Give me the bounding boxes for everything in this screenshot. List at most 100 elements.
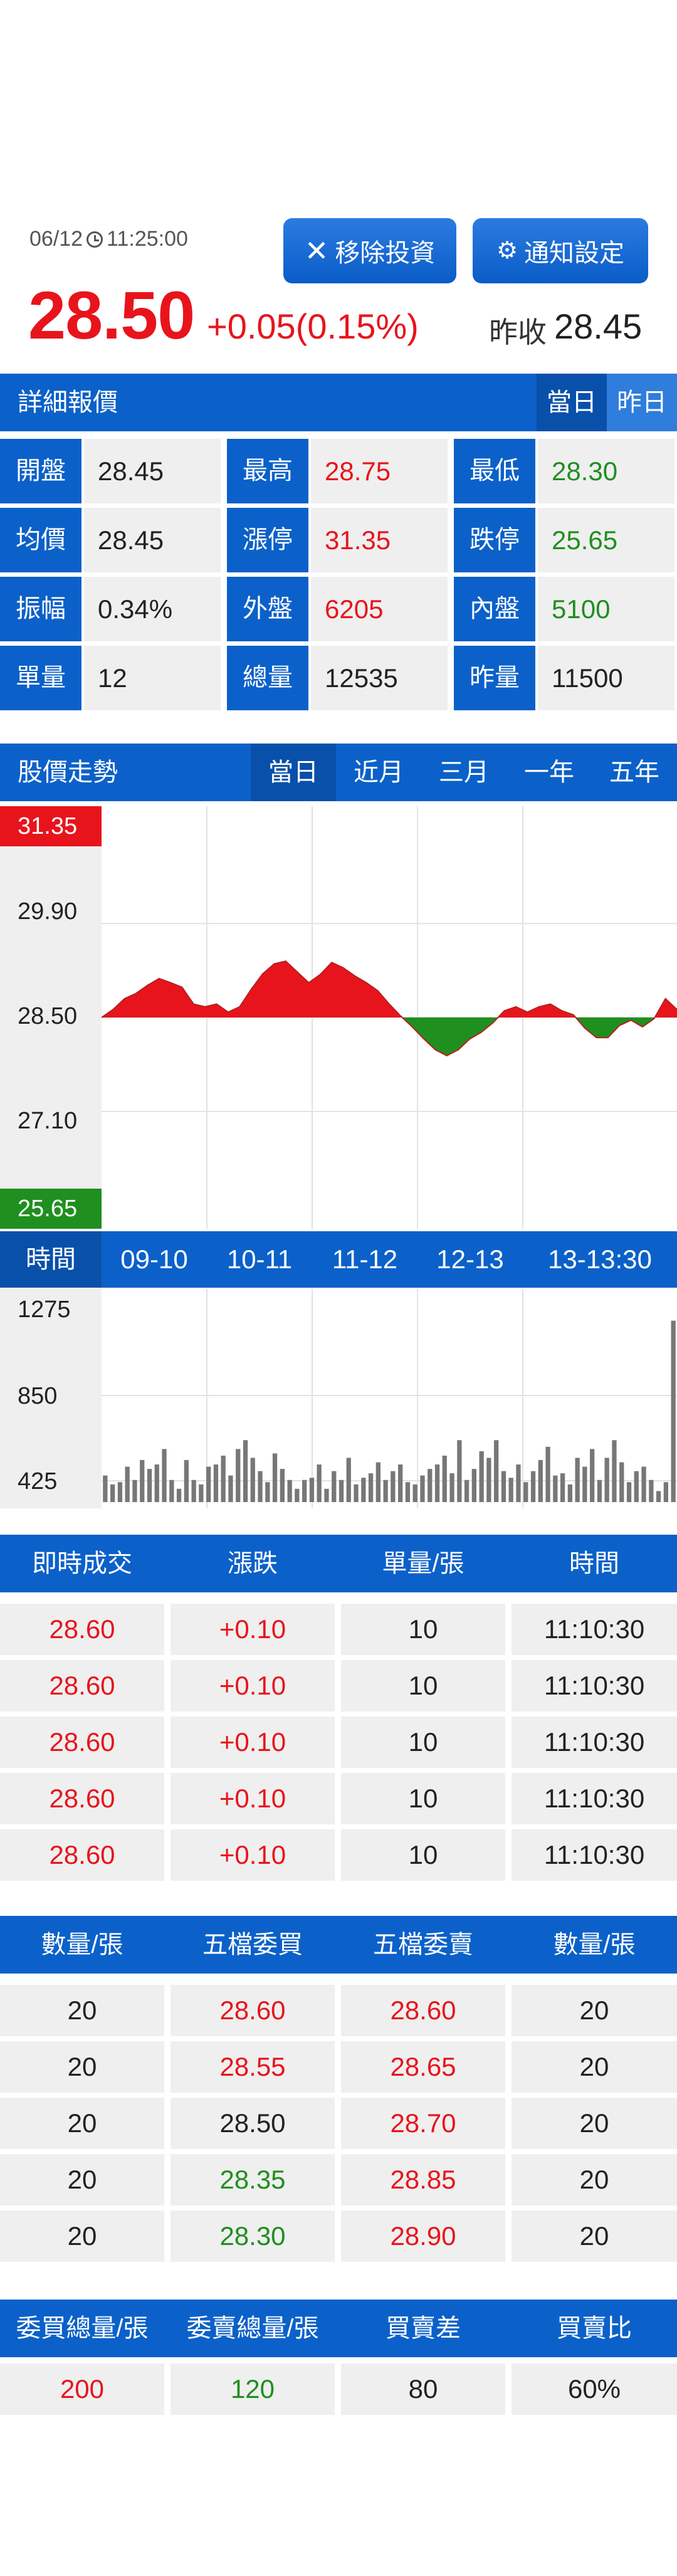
trades-col-header: 單量/張 [382, 1550, 464, 1577]
volume-bar [117, 1482, 123, 1502]
notification-settings-button[interactable]: ⚙ 通知設定 [473, 218, 648, 283]
remove-investment-button[interactable]: ✕ 移除投資 [283, 218, 456, 283]
volume-bar [494, 1440, 499, 1502]
table-cell: 11:10:30 [512, 1604, 677, 1655]
quote-value: 31.35 [311, 508, 448, 572]
tab-trend-today[interactable]: 當日 [251, 744, 336, 801]
volume-bar [361, 1478, 366, 1502]
detail-tabs: 當日 昨日 [537, 374, 677, 431]
price-line [102, 960, 677, 1057]
volume-bar [464, 1480, 470, 1502]
quote-value: 12 [84, 646, 221, 710]
table-cell: +0.10 [171, 1716, 335, 1768]
summary-col-header: 買賣比 [557, 2315, 632, 2342]
volume-bar [590, 1449, 595, 1502]
table-cell: 28.70 [341, 2098, 505, 2149]
tab-trend-3month[interactable]: 三月 [439, 759, 489, 786]
volume-bar [103, 1475, 108, 1502]
quote-label: 外盤 [227, 577, 308, 641]
volume-bar [199, 1484, 204, 1502]
tab-trend-month[interactable]: 近月 [354, 759, 404, 786]
table-cell: 20 [0, 2211, 164, 2262]
volume-bar [671, 1320, 676, 1502]
orderbook-row: 20 28.55 28.65 20 [0, 2041, 677, 2093]
volume-bar [206, 1466, 211, 1502]
gear-icon: ⚙ [496, 238, 518, 264]
table-cell: 10 [341, 1660, 505, 1711]
date-text: 06/12 [29, 227, 83, 251]
table-cell: 20 [0, 2098, 164, 2149]
volume-bar [213, 1464, 219, 1502]
table-cell: 10 [341, 1829, 505, 1881]
volume-y-axis: 1275 850 425 [0, 1289, 102, 1508]
quote-value: 28.30 [538, 439, 674, 503]
volume-bar [272, 1453, 278, 1502]
trade-row: 28.60 +0.10 10 11:10:30 [0, 1660, 677, 1711]
notification-settings-label: 通知設定 [524, 239, 625, 267]
time-axis-bar: 時間 09-10 10-11 11-12 12-13 13-13:30 [0, 1231, 677, 1288]
orderbook-row: 20 28.60 28.60 20 [0, 1985, 677, 2036]
quote-label: 單量 [0, 646, 81, 710]
trades-col-header: 漲跌 [228, 1550, 278, 1577]
volume-bar [501, 1471, 506, 1502]
volume-tick-label: 850 [18, 1383, 58, 1409]
table-cell: 28.60 [0, 1604, 164, 1655]
volume-bar [221, 1455, 226, 1502]
limit-down-label: 25.65 [0, 1189, 102, 1229]
volume-bar [140, 1459, 145, 1502]
summary-col-header: 委買總量/張 [16, 2315, 149, 2342]
quote-value: 0.34% [84, 577, 221, 641]
volume-bar [656, 1491, 661, 1502]
volume-bar [162, 1449, 167, 1502]
volume-bar [471, 1469, 476, 1502]
volume-bar [309, 1478, 315, 1502]
trade-row: 28.60 +0.10 10 11:10:30 [0, 1716, 677, 1768]
y-tick-label: 29.90 [18, 898, 78, 925]
quote-header: 06/12 11:25:00 ✕ 移除投資 ⚙ 通知設定 28.50 +0.05… [0, 0, 677, 370]
quote-label: 昨量 [454, 646, 535, 710]
quote-label: 開盤 [0, 439, 81, 503]
table-cell: 28.60 [171, 1985, 335, 2036]
volume-bar [236, 1449, 241, 1502]
orderbook-col-header: 五檔委買 [202, 1931, 303, 1958]
volume-bar [634, 1471, 639, 1502]
tab-yesterday[interactable]: 昨日 [607, 374, 677, 431]
tab-trend-year[interactable]: 一年 [524, 759, 574, 786]
volume-bar [619, 1462, 624, 1502]
table-cell: 28.60 [341, 1985, 505, 2036]
quote-row: 單量 12 總量 12535 昨量 11500 [0, 646, 677, 710]
y-tick-label: 27.10 [18, 1108, 78, 1134]
quote-value: 28.45 [84, 439, 221, 503]
tab-today[interactable]: 當日 [537, 374, 607, 431]
quote-row: 開盤 28.45 最高 28.75 最低 28.30 [0, 439, 677, 503]
price-area-up [102, 961, 677, 1017]
quote-value: 28.75 [311, 439, 448, 503]
volume-bar [324, 1488, 329, 1502]
volume-bar [582, 1466, 587, 1502]
price-y-axis: 31.35 29.90 28.50 27.10 25.65 [0, 806, 102, 1229]
tab-trend-5year[interactable]: 五年 [609, 759, 659, 786]
quote-label: 均價 [0, 508, 81, 572]
volume-bar [287, 1480, 292, 1502]
quote-value: 12535 [311, 646, 448, 710]
volume-bar [597, 1480, 602, 1502]
time-segment: 10-11 [226, 1244, 293, 1274]
quote-value: 11500 [538, 646, 674, 710]
table-cell: 28.50 [171, 2098, 335, 2149]
y-tick-label: 28.50 [18, 1003, 78, 1029]
remove-investment-label: 移除投資 [335, 239, 436, 267]
volume-bar [391, 1471, 396, 1502]
volume-bar [405, 1482, 411, 1502]
table-cell: 28.30 [171, 2211, 335, 2262]
trade-row: 28.60 +0.10 10 11:10:30 [0, 1773, 677, 1824]
table-cell: 11:10:30 [512, 1660, 677, 1711]
volume-bar [420, 1475, 425, 1502]
table-cell: 28.60 [0, 1829, 164, 1881]
volume-bar [317, 1464, 322, 1502]
volume-bar [154, 1464, 159, 1502]
summary-col-header: 買賣差 [386, 2315, 461, 2342]
orderbook-row: 20 28.30 28.90 20 [0, 2211, 677, 2262]
quote-label: 跌停 [454, 508, 535, 572]
quote-value: 5100 [538, 577, 674, 641]
table-cell: 28.65 [341, 2041, 505, 2093]
